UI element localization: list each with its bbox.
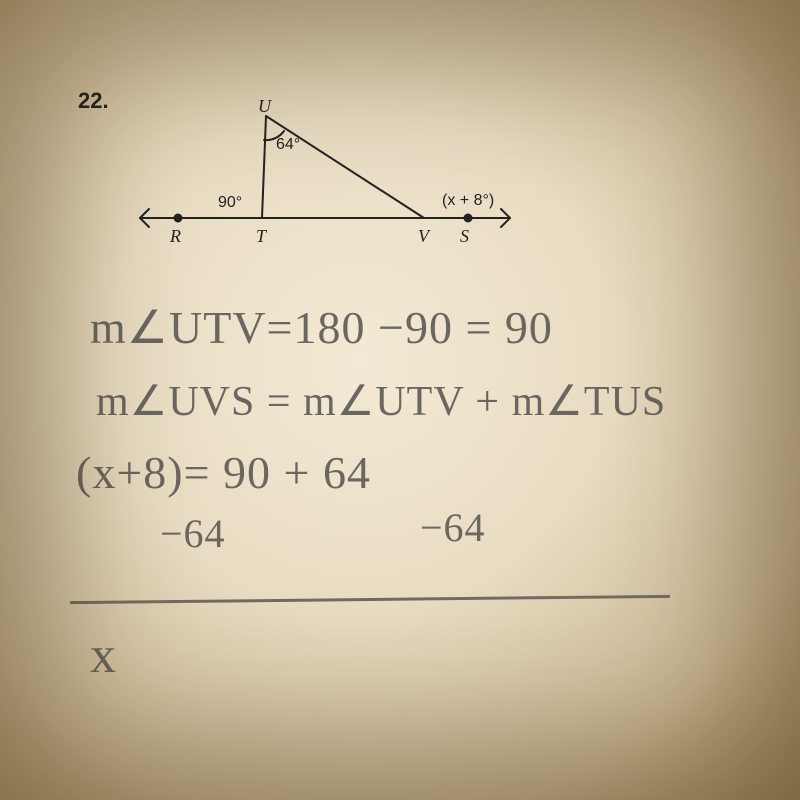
problem-number: 22.: [78, 88, 109, 114]
angle-label-x8: (x + 8°): [442, 192, 494, 210]
handwritten-line-4-right: −64: [420, 504, 486, 551]
handwritten-line-3: (x+8)= 90 + 64: [76, 446, 371, 499]
handwritten-line-4-left: −64: [160, 510, 226, 557]
handwritten-divider: [70, 595, 670, 604]
angle-label-90: 90°: [218, 194, 242, 212]
vertex-label-u: U: [258, 96, 271, 117]
geometry-diagram: U 64° 90° (x + 8°) R T V S: [130, 100, 570, 270]
vertex-label-t: T: [256, 226, 266, 247]
handwritten-line-2: m∠UVS = m∠UTV + m∠TUS: [96, 376, 666, 426]
handwritten-line-5: x: [90, 626, 117, 685]
handwritten-line-1: m∠UTV=180 −90 = 90: [90, 300, 553, 354]
vertex-label-v: V: [418, 226, 429, 247]
angle-label-64: 64°: [276, 136, 300, 154]
vertex-label-r: R: [170, 226, 181, 247]
vertex-label-s: S: [460, 226, 469, 247]
diagram-svg: [130, 100, 570, 270]
